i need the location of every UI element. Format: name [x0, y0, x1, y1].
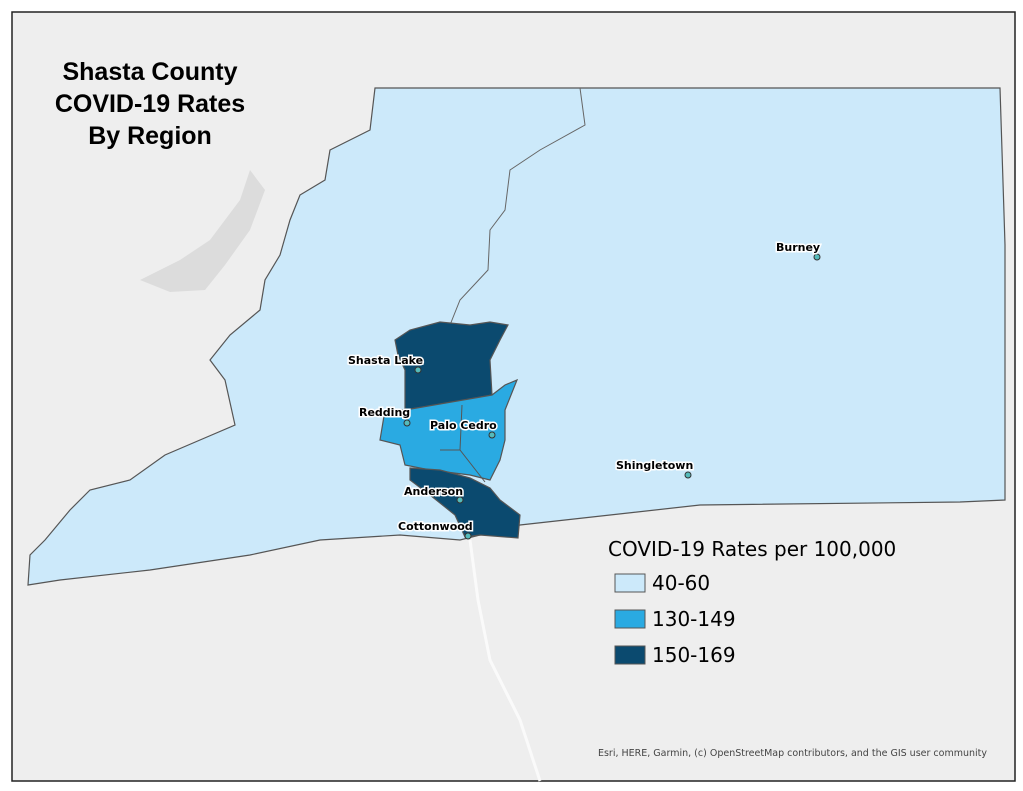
place-marker: [813, 253, 821, 261]
region: [379, 378, 519, 481]
legend-title: COVID-19 Rates per 100,000: [608, 537, 896, 561]
legend-label: 130-149: [652, 607, 736, 631]
legend: COVID-19 Rates per 100,000 40-60 130-149 1…: [608, 537, 896, 667]
river: [468, 539, 542, 782]
region-boundary: [440, 404, 486, 483]
legend-swatch: [614, 645, 646, 665]
legend-label: 150-169: [652, 643, 736, 667]
place-marker: [488, 431, 496, 439]
title-line: Shasta County: [62, 58, 237, 86]
title-line: By Region: [88, 122, 212, 150]
region: [27, 87, 1006, 586]
place-marker: [464, 532, 472, 540]
region: [394, 321, 509, 411]
legend-label: 40-60: [652, 571, 710, 595]
places: Burney Shasta Lake Redding Palo Cedro Sh…: [347, 240, 822, 540]
place-label: Shingletown: [616, 459, 693, 472]
region: [409, 467, 521, 539]
place-label: Anderson: [404, 485, 463, 498]
legend-swatch: [614, 573, 646, 593]
place-label: Burney: [776, 241, 820, 254]
place-marker: [684, 471, 692, 479]
place-label: Palo Cedro: [430, 419, 497, 432]
place-label: Shasta Lake: [348, 354, 423, 367]
lake: [140, 170, 265, 292]
attribution: Esri, HERE, Garmin, (c) OpenStreetMap co…: [598, 748, 987, 759]
place-marker: [414, 366, 422, 374]
legend-swatch: [614, 609, 646, 629]
region-boundary: [449, 87, 586, 326]
place-marker: [403, 419, 411, 427]
place-label: Cottonwood: [398, 520, 473, 533]
place-label: Redding: [359, 406, 410, 419]
title-line: COVID-19 Rates: [55, 90, 245, 118]
place-marker: [456, 496, 464, 504]
